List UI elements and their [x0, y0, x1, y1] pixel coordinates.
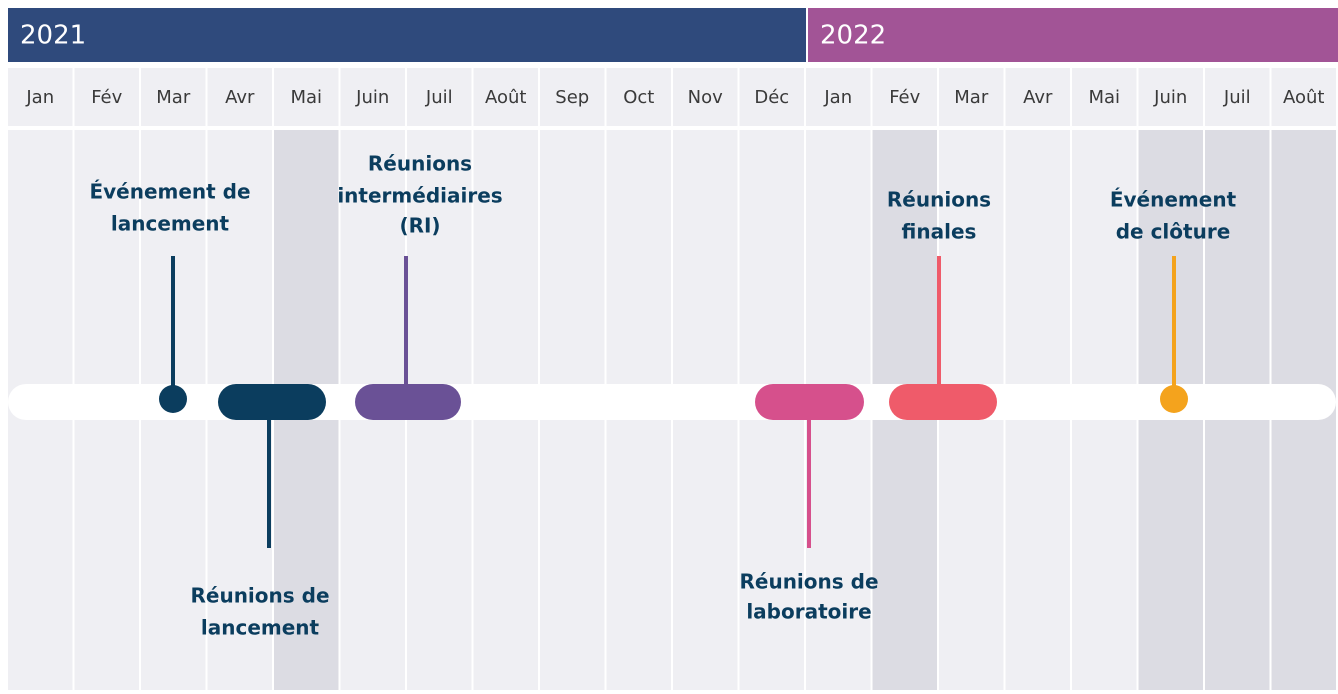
month-label: Fév	[91, 87, 122, 108]
month-header	[739, 68, 804, 126]
event-label: intermédiaires	[337, 184, 502, 208]
month-label: Oct	[623, 87, 654, 108]
event-period	[755, 384, 864, 420]
month-label: Juin	[355, 87, 389, 108]
month-header	[673, 68, 738, 126]
month-header	[872, 68, 937, 126]
month-label: Août	[1283, 87, 1324, 108]
month-label: Déc	[754, 87, 789, 108]
timeline-track	[8, 384, 1336, 420]
month-label: Juil	[1223, 87, 1251, 108]
month-header	[606, 68, 671, 126]
month-header	[141, 68, 206, 126]
event-label: Réunions	[368, 152, 472, 176]
month-header	[1005, 68, 1070, 126]
event-label: lancement	[111, 212, 230, 236]
month-header	[8, 68, 73, 126]
month-header	[1271, 68, 1336, 126]
month-header	[473, 68, 538, 126]
month-header	[939, 68, 1004, 126]
event-label: de clôture	[1116, 220, 1231, 244]
event-period	[355, 384, 461, 420]
month-header	[540, 68, 605, 126]
month-label: Avr	[1023, 87, 1053, 108]
event-label: Événement de	[89, 180, 250, 204]
month-header	[1138, 68, 1203, 126]
month-label: Mar	[156, 87, 191, 108]
event-period	[218, 384, 326, 420]
year-label: 2022	[820, 21, 886, 51]
event-label: Événement	[1110, 188, 1237, 212]
month-header	[407, 68, 472, 126]
month-label: Mai	[1088, 87, 1120, 108]
event-label: laboratoire	[746, 600, 871, 624]
year-band	[808, 8, 1338, 62]
event-label: lancement	[201, 616, 320, 640]
month-label: Fév	[889, 87, 920, 108]
month-label: Sep	[555, 87, 589, 108]
event-label: Réunions	[887, 188, 991, 212]
year-band	[8, 8, 806, 62]
event-period	[889, 384, 997, 420]
month-header	[274, 68, 339, 126]
month-label: Nov	[688, 87, 723, 108]
event-label: finales	[902, 220, 977, 244]
month-header	[207, 68, 272, 126]
month-label: Juin	[1153, 87, 1187, 108]
year-label: 2021	[20, 21, 86, 51]
month-header	[1072, 68, 1137, 126]
month-label: Mar	[954, 87, 989, 108]
event-label: Réunions de	[739, 570, 878, 594]
event-label: (RI)	[399, 214, 440, 238]
event-dot	[159, 385, 187, 413]
month-header	[1205, 68, 1270, 126]
month-label: Août	[485, 87, 526, 108]
month-header	[74, 68, 139, 126]
event-dot	[1160, 385, 1188, 413]
month-label: Juil	[425, 87, 453, 108]
month-header	[340, 68, 405, 126]
month-label: Jan	[823, 87, 852, 108]
month-header	[806, 68, 871, 126]
month-label: Avr	[225, 87, 255, 108]
month-label: Jan	[25, 87, 54, 108]
month-label: Mai	[290, 87, 322, 108]
event-label: Réunions de	[190, 584, 329, 608]
